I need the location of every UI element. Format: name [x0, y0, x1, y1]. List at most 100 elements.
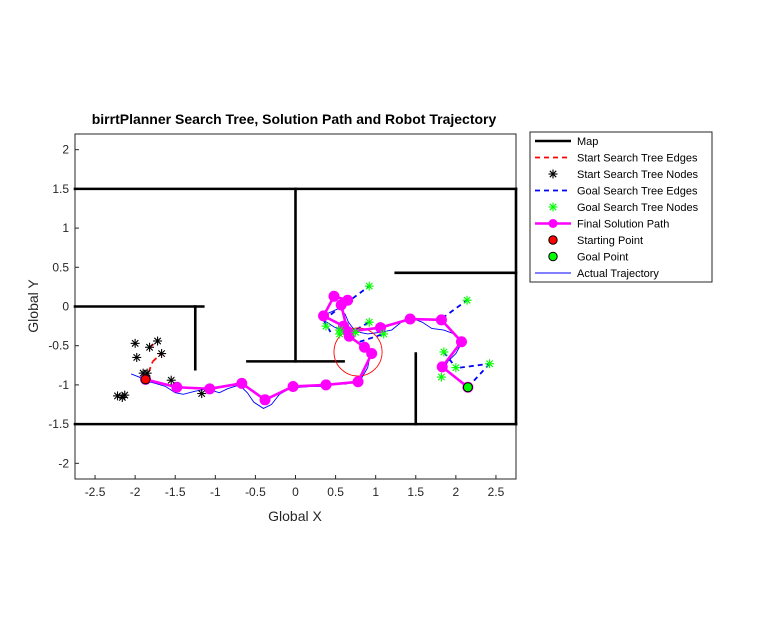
legend-entry: Map: [535, 136, 598, 148]
solution-waypoint: [320, 379, 332, 391]
solution-waypoint: [435, 314, 447, 326]
legend-entry: Starting Point: [548, 235, 643, 247]
y-tick-label: -1.5: [48, 417, 69, 431]
map-walls: [73, 187, 518, 426]
goal-tree-node: [321, 321, 331, 331]
legend-label: Goal Search Tree Edges: [577, 186, 698, 198]
solution-waypoint: [455, 336, 467, 348]
y-tick-label: -1: [58, 378, 69, 392]
x-tick-label: -1: [210, 485, 221, 499]
y-tick-label: 0.5: [52, 260, 69, 274]
goal-tree-node: [351, 327, 361, 337]
goal-tree-nodes: [321, 281, 495, 382]
y-tick-label: 0: [62, 300, 69, 314]
goal-tree-node: [335, 329, 345, 339]
goal-tree-node: [436, 372, 446, 382]
x-tick-label: -0.5: [245, 485, 266, 499]
start-tree-node: [166, 375, 176, 385]
goal-tree-edge: [359, 333, 384, 343]
x-tick-label: 2.5: [488, 485, 505, 499]
solution-waypoint: [335, 299, 347, 311]
legend-entry: Goal Point: [548, 251, 628, 264]
starting-point-marker: [140, 374, 151, 385]
legend-label: Final Solution Path: [577, 219, 669, 231]
legend-entry: Final Solution Path: [535, 219, 669, 231]
goal-tree-node: [485, 359, 495, 369]
start-tree-node: [153, 336, 163, 346]
y-tick-label: 1: [62, 221, 69, 235]
goal-tree-node: [364, 317, 374, 327]
x-tick-label: 2: [453, 485, 460, 499]
x-axis-label: Global X: [268, 508, 322, 524]
legend-label: Map: [577, 136, 598, 148]
legend-entry: Goal Search Tree Edges: [535, 186, 698, 198]
start-tree-node: [157, 349, 167, 359]
x-tick-label: 1.5: [407, 485, 424, 499]
legend-swatch-dot: [548, 219, 558, 228]
goal-point-marker: [462, 382, 473, 393]
final-solution-path: [140, 290, 474, 406]
legend-entry: Start Search Tree Edges: [535, 153, 698, 165]
y-tick-label: -0.5: [48, 339, 69, 353]
goal-tree-node: [439, 347, 449, 357]
solution-waypoint: [287, 380, 299, 392]
legend-entry: Actual Trajectory: [535, 268, 659, 280]
legend[interactable]: Map Start Search Tree Edges Start Search T…: [529, 131, 713, 283]
solution-waypoint: [352, 376, 364, 388]
legend-label: Goal Point: [577, 252, 628, 264]
x-tick-label: -1.5: [165, 485, 186, 499]
legend-entries: Map Start Search Tree Edges Start Search T…: [535, 136, 699, 280]
x-tick-label: 1: [372, 485, 379, 499]
goal-tree-node: [364, 281, 374, 291]
goal-tree-edge: [322, 319, 333, 335]
y-tick-label: 1.5: [52, 182, 69, 196]
solution-waypoint: [204, 383, 216, 395]
start-tree-node: [120, 390, 130, 400]
legend-swatch-star: [548, 169, 558, 179]
x-tick-label: 0.5: [327, 485, 344, 499]
legend-label: Start Search Tree Nodes: [577, 169, 699, 181]
legend-label: Actual Trajectory: [577, 268, 659, 280]
legend-swatch-dot: [548, 235, 558, 245]
solution-waypoint: [358, 341, 370, 353]
y-axis: -2 -1.5 -1 -0.5 0 0.5 1 1.5 2: [48, 143, 79, 470]
legend-label: Goal Search Tree Nodes: [577, 202, 699, 214]
goal-tree-node: [379, 329, 389, 339]
start-goal-points: [140, 374, 473, 393]
x-tick-label: -2: [130, 485, 141, 499]
solution-waypoint: [404, 313, 416, 325]
goal-tree-edge: [459, 362, 490, 369]
solution-waypoint: [342, 326, 354, 338]
legend-entry: Start Search Tree Nodes: [548, 169, 699, 181]
robot-circle: [333, 327, 383, 377]
robot-footprint-circle: [333, 327, 383, 377]
solution-waypoint: [259, 394, 271, 406]
plot-area: -2.5 -2 -1.5 -1 -0.5 0 0.5 1 1.5 2 2.5 -2 -1.5 -1 -0.…: [48, 133, 518, 499]
y-tick-label: -2: [58, 456, 69, 470]
legend-swatch-star: [548, 202, 558, 212]
legend-box: [529, 131, 713, 283]
solution-waypoint: [318, 310, 330, 322]
start-tree-node: [130, 338, 140, 348]
goal-tree-node: [451, 363, 461, 373]
legend-swatch-dot: [548, 251, 558, 262]
y-axis-label: Global Y: [25, 279, 41, 333]
start-tree-node: [145, 342, 155, 352]
x-axis: -2.5 -2 -1.5 -1 -0.5 0 0.5 1 1.5 2 2.5: [85, 475, 505, 499]
solution-waypoint: [328, 290, 340, 302]
legend-label: Starting Point: [577, 235, 643, 247]
goal-tree-node: [462, 295, 472, 305]
legend-label: Start Search Tree Edges: [577, 153, 698, 165]
x-tick-label: -2.5: [85, 485, 106, 499]
x-tick-label: 0: [292, 485, 299, 499]
chart-title: birrtPlanner Search Tree, Solution Path …: [92, 111, 497, 127]
y-tick-label: 2: [62, 143, 69, 157]
solution-waypoint: [366, 348, 378, 360]
solution-waypoint: [236, 377, 248, 389]
solution-waypoint: [171, 381, 183, 393]
legend-entry: Goal Search Tree Nodes: [548, 202, 699, 214]
start-tree-nodes: [112, 336, 207, 402]
start-tree-node: [132, 352, 142, 362]
solution-waypoint: [374, 322, 386, 334]
